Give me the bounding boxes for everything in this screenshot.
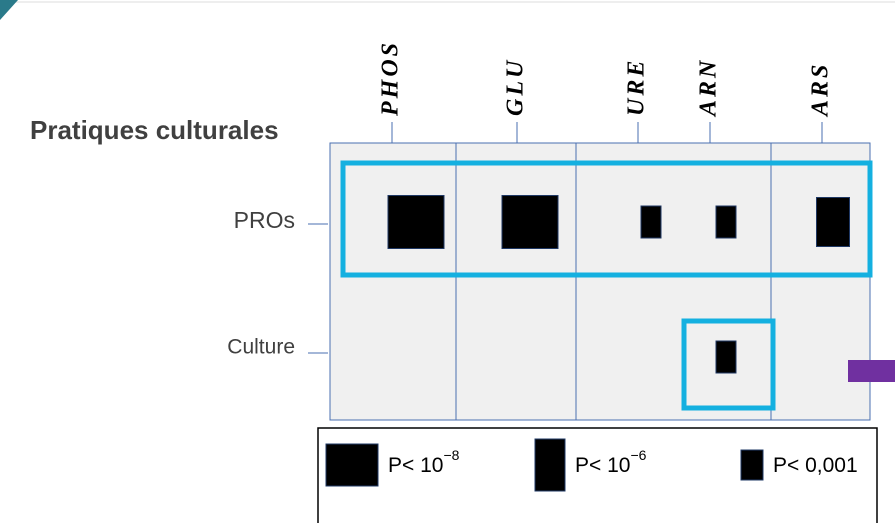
significance-square: [816, 197, 850, 247]
legend-exponent: −8: [443, 447, 459, 463]
significance-square: [715, 205, 737, 239]
highlight-pros: [340, 160, 873, 278]
corner-mark: [0, 0, 18, 20]
legend-base: P< 0,001: [773, 454, 858, 477]
legend-label: P< 10−8: [388, 447, 460, 477]
column-label: PHOS: [378, 40, 404, 117]
column-label: ARN: [696, 58, 722, 118]
legend-base: P< 10: [575, 454, 630, 477]
column-label: GLU: [503, 58, 529, 116]
legend-square: [740, 449, 764, 481]
highlight-culture: [681, 318, 776, 411]
decor: [848, 360, 895, 382]
row-label: PROs: [234, 207, 295, 233]
significance-square: [387, 195, 445, 249]
matrix-frame: [329, 142, 871, 421]
legend-square: [534, 438, 566, 492]
column-label: ARS: [808, 62, 834, 118]
legend-box: [317, 427, 878, 523]
legend-label: P< 10−6: [575, 447, 647, 477]
row-label: Culture: [227, 336, 295, 359]
significance-square: [640, 205, 662, 239]
legend-label: P< 0,001: [773, 454, 858, 477]
significance-square: [501, 195, 559, 249]
legend-square: [325, 443, 379, 487]
significance-square: [715, 340, 737, 374]
legend-base: P< 10: [388, 454, 443, 477]
column-label: URE: [624, 58, 650, 116]
legend-exponent: −6: [630, 447, 646, 463]
title: Pratiques culturales: [30, 115, 279, 145]
